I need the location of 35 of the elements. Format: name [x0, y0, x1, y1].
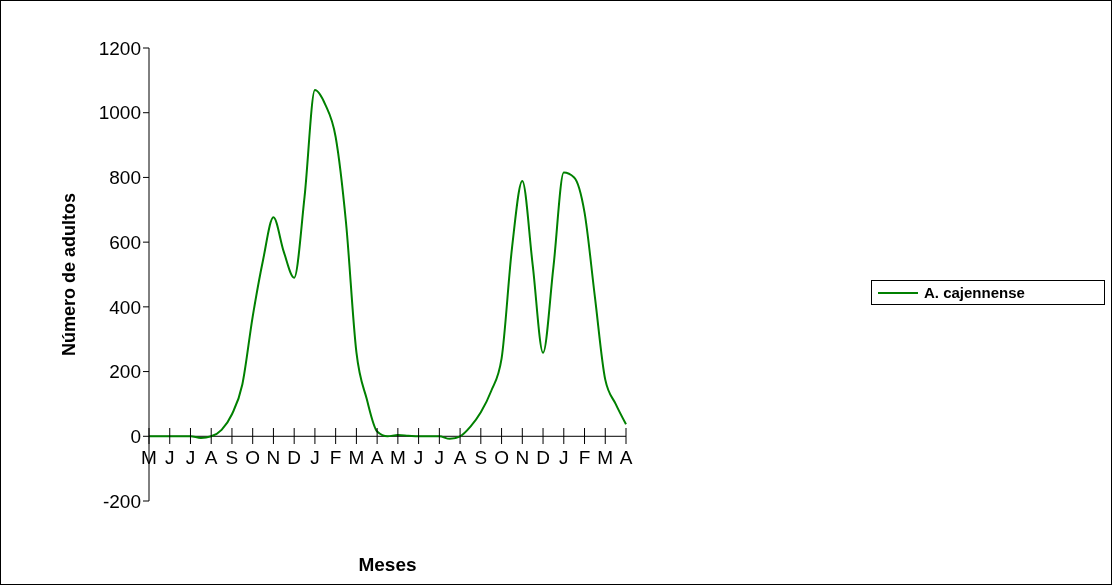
- x-tick-label: O: [245, 447, 261, 468]
- x-tick-label: A: [619, 447, 633, 468]
- y-tick-label: 1000: [98, 102, 141, 124]
- x-tick-label: J: [185, 447, 196, 468]
- x-tick-label: D: [536, 447, 550, 468]
- x-tick-label: J: [559, 447, 569, 468]
- x-tick-label: J: [310, 447, 320, 468]
- x-tick-label: M: [141, 447, 157, 468]
- x-tick-label: N: [515, 447, 530, 468]
- x-tick-label: J: [413, 447, 424, 468]
- x-tick-label: J: [434, 447, 445, 468]
- x-tick-label: F: [578, 447, 591, 468]
- x-tick-label: N: [266, 447, 281, 468]
- x-axis-title: Meses: [358, 554, 417, 575]
- x-tick-label: A: [370, 447, 384, 468]
- y-tick-label: 200: [109, 361, 141, 383]
- x-tick-label: M: [348, 447, 365, 468]
- x-tick-label: A: [204, 447, 218, 468]
- y-tick-label: -200: [102, 490, 141, 512]
- x-tick-label: A: [453, 447, 467, 468]
- x-tick-label: D: [287, 447, 302, 468]
- y-axis-title: Número de adultos: [59, 192, 80, 357]
- x-tick-label: O: [494, 447, 509, 468]
- y-tick-label: 0: [130, 426, 141, 448]
- y-tick-label: 1200: [98, 37, 141, 59]
- x-tick-label: M: [389, 447, 406, 468]
- x-tick-label: S: [225, 447, 239, 468]
- y-tick-label: 800: [109, 167, 141, 189]
- x-tick-label: J: [164, 447, 175, 468]
- y-tick-label: 400: [109, 296, 141, 318]
- legend-label: A. cajennense: [924, 284, 1025, 301]
- y-tick-label: 600: [109, 231, 141, 253]
- x-tick-label: F: [329, 447, 342, 468]
- x-tick-label: S: [474, 447, 488, 468]
- x-tick-label: M: [597, 447, 614, 468]
